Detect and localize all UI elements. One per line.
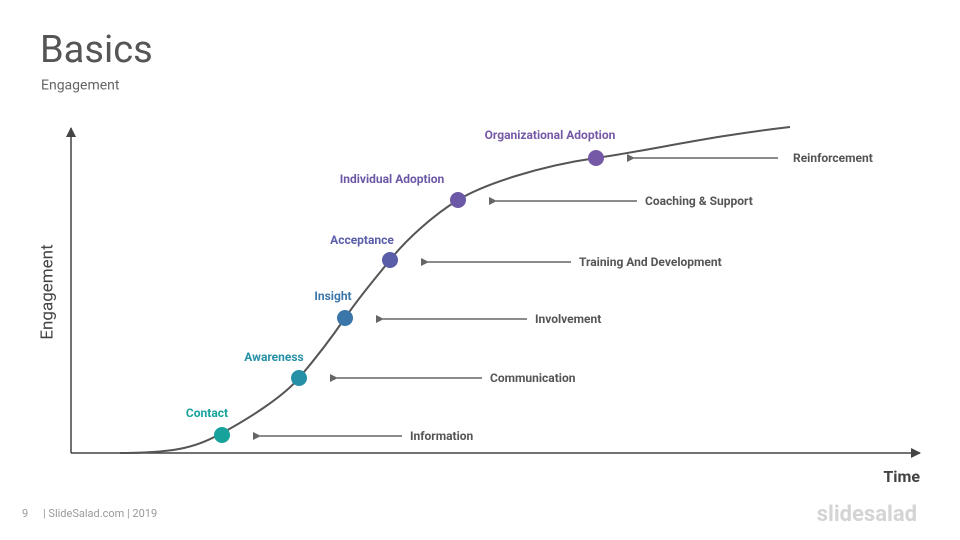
stages: Contact Information Awareness Communication… bbox=[186, 128, 873, 443]
stage-note: Communication bbox=[490, 371, 576, 385]
x-axis-label: Time bbox=[883, 467, 920, 486]
adoption-curve bbox=[119, 126, 791, 454]
stage-note: Reinforcement bbox=[793, 151, 873, 165]
stage-dot bbox=[291, 370, 307, 386]
stage-label: Individual Adoption bbox=[340, 172, 445, 186]
stage-note: Coaching & Support bbox=[645, 194, 753, 208]
stage-label: Insight bbox=[314, 289, 351, 303]
stage-dot bbox=[588, 150, 604, 166]
title: Basics bbox=[40, 28, 153, 72]
stage-label: Organizational Adoption bbox=[485, 128, 616, 142]
logo: slidesalad bbox=[817, 502, 917, 527]
stage-note: Information bbox=[410, 429, 474, 443]
stage-note: Involvement bbox=[535, 312, 601, 326]
stage-label: Awareness bbox=[244, 350, 303, 364]
subtitle: Engagement bbox=[41, 78, 120, 94]
stage-dot bbox=[382, 252, 398, 268]
stage-label: Acceptance bbox=[330, 233, 394, 247]
stage-note: Training And Development bbox=[579, 255, 722, 269]
stage-dot bbox=[214, 427, 230, 443]
stage-label: Contact bbox=[186, 406, 228, 420]
footer-text: | SlideSalad.com | 2019 bbox=[43, 507, 157, 520]
stage-dot bbox=[450, 192, 466, 208]
stage-dot bbox=[337, 310, 353, 326]
page-number: 9 bbox=[22, 507, 28, 520]
y-axis-label: Engagement bbox=[37, 244, 57, 339]
